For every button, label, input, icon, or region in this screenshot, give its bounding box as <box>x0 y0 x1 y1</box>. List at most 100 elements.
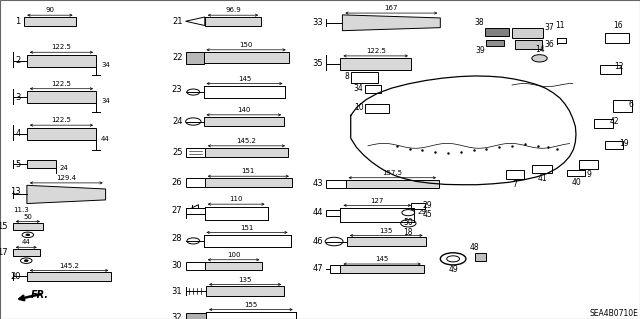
Bar <box>330 265 340 272</box>
Text: 46: 46 <box>312 237 323 246</box>
Text: 33: 33 <box>312 18 323 27</box>
Text: 129.4: 129.4 <box>56 175 76 181</box>
Text: 23: 23 <box>172 85 182 94</box>
Text: 30: 30 <box>172 261 182 270</box>
Circle shape <box>20 258 32 263</box>
Text: 48: 48 <box>470 243 480 252</box>
Text: 17: 17 <box>0 248 8 257</box>
Text: 24: 24 <box>60 165 68 171</box>
Text: 31: 31 <box>172 286 182 295</box>
Bar <box>347 237 426 246</box>
Text: 29: 29 <box>418 209 427 215</box>
Text: 43: 43 <box>312 179 323 188</box>
Text: 28: 28 <box>172 234 182 243</box>
Bar <box>613 100 632 112</box>
Bar <box>186 148 205 157</box>
Text: 32: 32 <box>172 313 182 319</box>
Bar <box>13 249 40 256</box>
Bar <box>346 180 439 188</box>
Circle shape <box>440 253 466 265</box>
Text: 40: 40 <box>571 178 581 187</box>
Text: 167: 167 <box>385 5 398 11</box>
Text: 110: 110 <box>229 196 243 202</box>
Text: 122.5: 122.5 <box>51 44 72 50</box>
Bar <box>27 160 56 168</box>
Text: 122.5: 122.5 <box>51 117 72 123</box>
Circle shape <box>401 220 416 227</box>
Text: 145: 145 <box>376 256 388 262</box>
Text: 34: 34 <box>101 99 110 104</box>
Text: 127: 127 <box>371 197 384 204</box>
Text: 135: 135 <box>239 277 252 283</box>
Text: 145.2: 145.2 <box>59 263 79 269</box>
Bar <box>567 169 585 176</box>
Text: 34: 34 <box>101 62 110 68</box>
Text: FR.: FR. <box>31 290 49 300</box>
Text: 44: 44 <box>101 136 110 142</box>
Circle shape <box>26 234 29 236</box>
Bar <box>13 223 43 230</box>
Bar <box>506 169 524 179</box>
Text: 16: 16 <box>612 21 623 30</box>
Bar <box>340 265 424 272</box>
Bar <box>326 180 346 188</box>
Text: 37: 37 <box>544 23 554 32</box>
Text: 25: 25 <box>172 148 182 157</box>
Bar <box>204 52 289 63</box>
Bar <box>205 178 292 187</box>
Bar <box>340 58 411 70</box>
Text: 39: 39 <box>476 46 485 55</box>
Polygon shape <box>27 185 106 204</box>
Text: 11: 11 <box>556 21 564 30</box>
Circle shape <box>24 260 28 262</box>
Bar <box>27 55 96 67</box>
Bar <box>206 286 284 296</box>
Bar <box>365 104 389 113</box>
Text: 10: 10 <box>354 103 364 112</box>
Circle shape <box>532 55 547 62</box>
Bar <box>512 28 543 38</box>
Bar <box>486 40 504 46</box>
Text: 135: 135 <box>380 228 393 234</box>
Bar <box>27 128 96 140</box>
Circle shape <box>447 256 460 262</box>
Text: 100: 100 <box>227 252 241 258</box>
Bar <box>27 91 96 103</box>
Bar <box>186 262 205 270</box>
Text: 35: 35 <box>312 59 323 68</box>
Bar <box>532 165 552 173</box>
Text: 8: 8 <box>344 72 349 81</box>
Text: 151: 151 <box>242 168 255 174</box>
Bar <box>605 141 623 149</box>
Text: 47: 47 <box>312 264 323 273</box>
Circle shape <box>187 89 200 95</box>
Text: 5: 5 <box>15 160 20 168</box>
Text: 145.2: 145.2 <box>236 138 257 144</box>
Text: 21: 21 <box>172 17 182 26</box>
Text: 29: 29 <box>422 202 432 211</box>
Text: 90: 90 <box>45 7 54 13</box>
Text: 49: 49 <box>448 265 458 274</box>
Circle shape <box>325 237 343 246</box>
Bar <box>27 272 111 281</box>
Text: 36: 36 <box>544 40 554 49</box>
Text: 151: 151 <box>241 225 253 231</box>
Circle shape <box>22 232 33 238</box>
Text: 7: 7 <box>513 180 518 189</box>
Text: 96.9: 96.9 <box>225 7 241 13</box>
Circle shape <box>186 118 201 125</box>
Text: 24: 24 <box>172 117 182 126</box>
Bar <box>351 72 378 83</box>
Text: 150: 150 <box>239 42 253 48</box>
Text: 6: 6 <box>628 100 634 109</box>
Text: 19: 19 <box>620 139 629 148</box>
Text: 155: 155 <box>244 302 257 308</box>
Bar <box>600 65 621 74</box>
Text: 1: 1 <box>15 17 20 26</box>
Text: 34: 34 <box>354 84 364 93</box>
Polygon shape <box>186 17 205 26</box>
Bar <box>205 148 288 157</box>
Bar <box>326 210 340 216</box>
Bar <box>411 203 425 209</box>
Text: 140: 140 <box>237 107 250 113</box>
